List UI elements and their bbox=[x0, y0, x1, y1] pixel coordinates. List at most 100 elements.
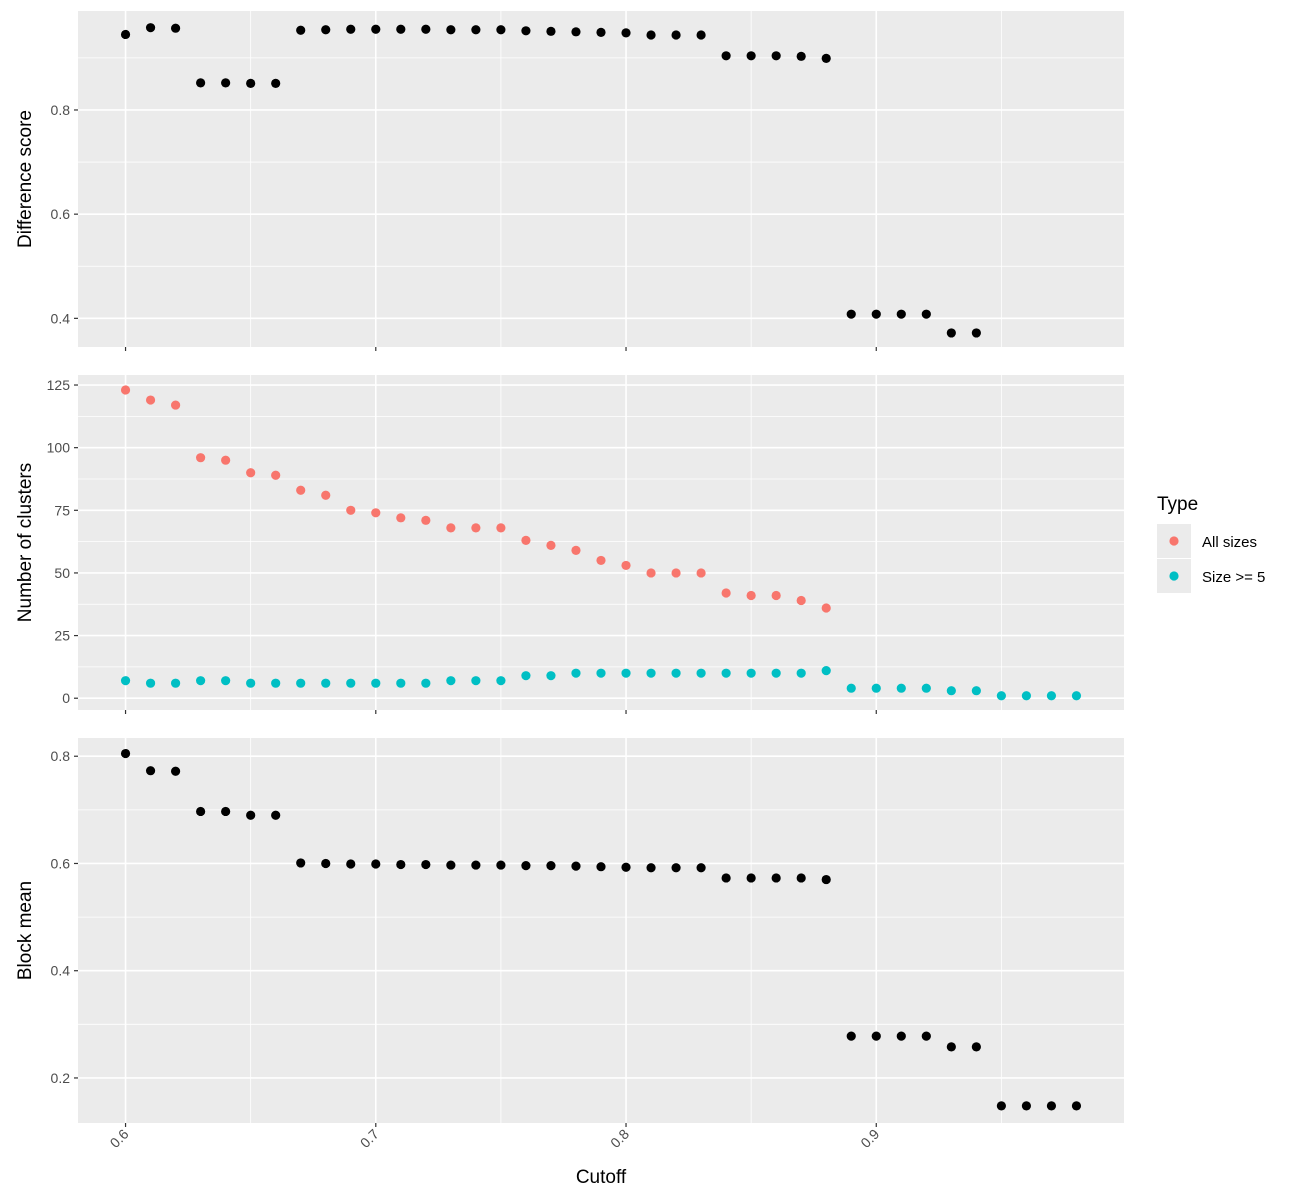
data-point bbox=[371, 24, 381, 34]
data-point bbox=[621, 668, 631, 678]
data-point bbox=[496, 25, 506, 35]
data-point bbox=[771, 668, 781, 678]
data-point bbox=[896, 309, 906, 319]
y-tick-label: 75 bbox=[54, 502, 70, 518]
data-point bbox=[246, 468, 256, 478]
data-point bbox=[271, 78, 281, 89]
data-point bbox=[796, 668, 806, 678]
y-tick-label: 0.6 bbox=[51, 206, 71, 222]
data-point bbox=[696, 30, 706, 40]
panel-background bbox=[78, 738, 1124, 1123]
y-tick-label: 50 bbox=[54, 565, 70, 581]
y-tick-label: 0 bbox=[62, 690, 70, 706]
data-point bbox=[145, 678, 156, 688]
data-point bbox=[1071, 1101, 1082, 1111]
data-point bbox=[596, 862, 606, 872]
data-point bbox=[321, 678, 331, 688]
data-point bbox=[696, 668, 706, 678]
data-point bbox=[746, 668, 756, 678]
data-point bbox=[796, 595, 806, 606]
data-point bbox=[421, 515, 431, 525]
data-point bbox=[321, 858, 331, 869]
data-point bbox=[946, 328, 956, 338]
data-point bbox=[396, 678, 406, 688]
data-point bbox=[120, 676, 131, 686]
data-point bbox=[671, 568, 681, 578]
data-point bbox=[421, 859, 431, 870]
series-difference-score-0 bbox=[120, 23, 981, 338]
data-point bbox=[346, 859, 356, 869]
data-point bbox=[246, 678, 256, 688]
data-point bbox=[496, 523, 506, 533]
data-point bbox=[421, 24, 431, 34]
data-point bbox=[971, 1042, 981, 1052]
data-point bbox=[421, 678, 431, 688]
data-point bbox=[521, 861, 531, 871]
data-point bbox=[1071, 691, 1082, 701]
data-point bbox=[621, 862, 631, 872]
data-point bbox=[145, 395, 156, 405]
data-point bbox=[471, 523, 481, 533]
y-tick-label: 25 bbox=[54, 628, 70, 644]
data-point bbox=[746, 51, 756, 61]
data-point bbox=[346, 24, 356, 34]
data-point bbox=[196, 676, 206, 686]
x-tick-label: 0.7 bbox=[357, 1126, 382, 1151]
data-point bbox=[871, 309, 881, 319]
data-point bbox=[120, 385, 131, 395]
data-point bbox=[471, 860, 481, 870]
data-point bbox=[821, 53, 831, 64]
data-point bbox=[170, 678, 181, 688]
data-point bbox=[321, 25, 331, 35]
data-point bbox=[771, 590, 781, 601]
data-point bbox=[571, 545, 581, 555]
data-point bbox=[921, 309, 931, 319]
data-point bbox=[621, 560, 631, 571]
data-point bbox=[821, 666, 831, 676]
panel-number-of-clusters: 0 25 50 75 100 125 Number of clusters bbox=[15, 375, 1124, 714]
data-point bbox=[596, 27, 606, 37]
data-point bbox=[1046, 1101, 1057, 1111]
data-point bbox=[271, 678, 281, 688]
y-axis-title: Difference score bbox=[15, 110, 36, 248]
data-point bbox=[671, 30, 681, 40]
data-point bbox=[521, 671, 531, 681]
data-point bbox=[721, 51, 731, 61]
data-point bbox=[346, 678, 356, 688]
data-point bbox=[796, 873, 806, 883]
data-point bbox=[871, 683, 881, 693]
data-point bbox=[946, 686, 956, 696]
data-point bbox=[646, 30, 656, 40]
legend-label: Size >= 5 bbox=[1202, 569, 1265, 586]
y-tick-label: 0.2 bbox=[51, 1070, 71, 1086]
data-point bbox=[346, 505, 356, 515]
data-point bbox=[145, 766, 156, 776]
data-point bbox=[696, 863, 706, 873]
x-tick-label: 0.8 bbox=[607, 1126, 632, 1151]
data-point bbox=[496, 860, 506, 870]
data-point bbox=[671, 863, 681, 873]
data-point bbox=[521, 535, 531, 545]
data-point bbox=[396, 24, 406, 34]
panel-difference-score: 0.4 0.6 0.8 Difference score bbox=[15, 11, 1124, 351]
y-axis-title: Block mean bbox=[15, 881, 36, 980]
data-point bbox=[446, 25, 456, 35]
series-number-of-clusters-0 bbox=[120, 385, 831, 613]
data-point bbox=[296, 678, 306, 688]
legend-marker bbox=[1169, 536, 1179, 546]
data-point bbox=[946, 1042, 956, 1052]
data-point bbox=[596, 668, 606, 678]
legend-entry: Size >= 5 bbox=[1157, 559, 1265, 593]
data-point bbox=[246, 78, 256, 89]
y-tick-label: 0.6 bbox=[51, 855, 71, 871]
legend: Type All sizes Size >= 5 bbox=[1157, 494, 1265, 593]
data-point bbox=[371, 508, 381, 518]
data-point bbox=[271, 470, 281, 480]
data-point bbox=[1046, 691, 1057, 701]
series-number-of-clusters-1 bbox=[120, 666, 1082, 701]
data-point bbox=[471, 676, 481, 686]
data-point bbox=[120, 29, 131, 40]
data-point bbox=[646, 668, 656, 678]
series-block-mean-0 bbox=[120, 748, 1082, 1111]
